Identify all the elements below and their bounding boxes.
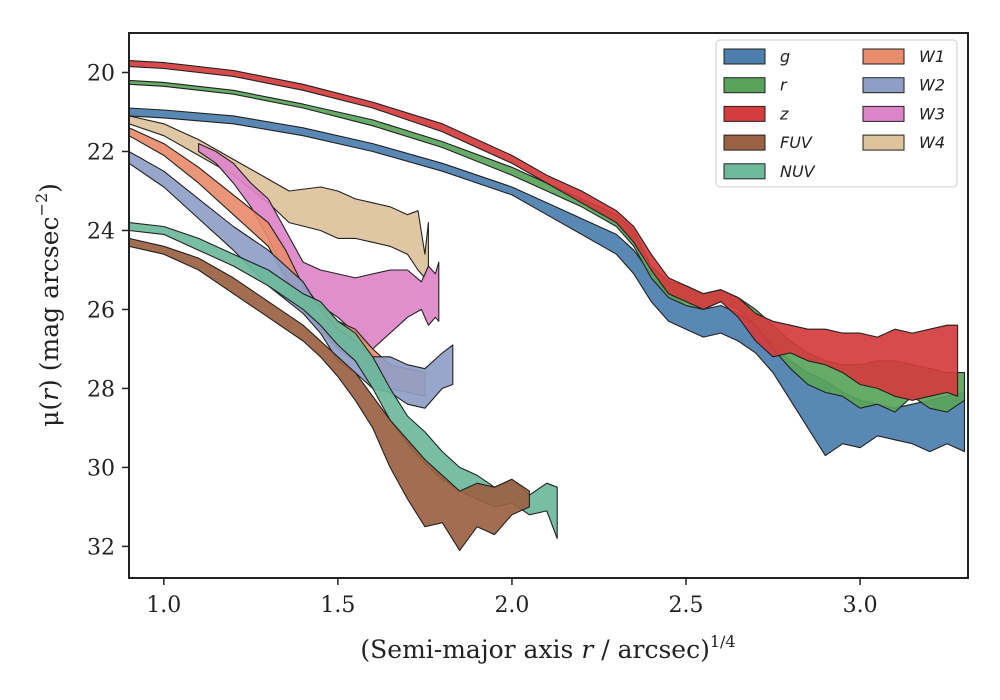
y-tick-label: 28 <box>87 377 115 402</box>
band-fuv <box>128 237 530 551</box>
legend: grz FUV NUV W1 W2 W3 W4 <box>715 39 958 188</box>
legend-label-w1: W1 <box>919 47 945 66</box>
y-tick-label: 30 <box>87 456 115 481</box>
legend-swatch-g <box>723 48 766 65</box>
x-tick-label: 2.0 <box>494 593 529 618</box>
legend-label-r: r <box>780 76 788 95</box>
band-areas <box>128 60 966 551</box>
y-axis-title: μ(r) (mag arcsec−2) <box>32 183 64 427</box>
legend-label-z: z <box>779 104 789 123</box>
legend-swatch-w2 <box>862 77 905 94</box>
x-tick-label: 2.5 <box>669 593 704 618</box>
y-tick-label: 32 <box>87 535 115 560</box>
legend-label-fuv: FUV <box>780 133 813 152</box>
y-tick-label: 24 <box>87 219 115 244</box>
legend-swatch-fuv <box>723 134 766 151</box>
y-tick-label: 26 <box>87 298 115 323</box>
legend-swatch-nuv <box>723 163 766 180</box>
legend-label-nuv: NUV <box>780 162 816 181</box>
legend-label-w2: W2 <box>919 76 945 95</box>
legend-swatch-r <box>723 77 766 94</box>
y-tick-label: 20 <box>87 61 115 86</box>
y-axis: 20 22 24 26 28 30 32 <box>87 61 129 560</box>
x-tick-label: 3.0 <box>843 593 878 618</box>
x-tick-label: 1.5 <box>320 593 355 618</box>
band-g <box>128 107 966 457</box>
legend-label-g: g <box>780 47 790 66</box>
legend-label-w3: W3 <box>919 104 945 123</box>
x-axis-title: (Semi-major axis r / arcsec)1/4 <box>360 632 735 664</box>
band-z <box>128 60 959 401</box>
legend-label-w4: W4 <box>919 133 945 152</box>
x-axis: 1.0 1.5 2.0 2.5 3.0 <box>146 578 878 618</box>
plot-frame <box>128 32 969 579</box>
y-tick-label: 22 <box>87 140 115 165</box>
legend-swatch-w4 <box>862 134 905 151</box>
band-nuv <box>128 222 558 540</box>
x-tick-label: 1.0 <box>146 593 181 618</box>
legend-swatch-w1 <box>862 48 905 65</box>
legend-swatch-z <box>723 105 766 122</box>
legend-swatch-w3 <box>862 105 905 122</box>
